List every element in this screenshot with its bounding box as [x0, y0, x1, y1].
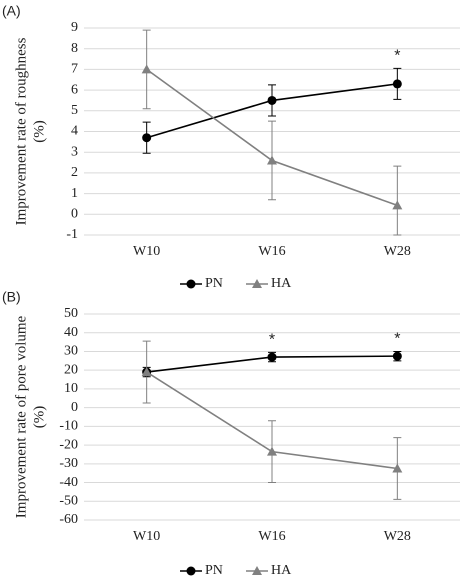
- y-tick-label: 10: [64, 381, 78, 396]
- y-tick-label: 20: [64, 362, 78, 377]
- y-tick-label: 1: [71, 186, 78, 201]
- y-tick-label: 4: [71, 124, 78, 139]
- x-tick-label: W28: [384, 529, 411, 544]
- y-tick-label: -10: [59, 419, 78, 434]
- x-tick-label: W28: [384, 244, 411, 259]
- y-axis-title: (%): [31, 120, 47, 143]
- x-tick-label: W16: [258, 244, 285, 259]
- y-tick-label: 2: [71, 165, 78, 180]
- annotation: *: [394, 48, 400, 65]
- y-tick-label: -30: [59, 456, 78, 471]
- point: [141, 367, 152, 377]
- point: [392, 79, 402, 89]
- point: [267, 352, 277, 362]
- y-tick-label: -60: [59, 512, 78, 527]
- legend-marker: [186, 566, 196, 576]
- legend-label: HA: [271, 276, 292, 291]
- point: [267, 446, 277, 456]
- y-tick-label: -1: [66, 227, 78, 242]
- legend-label: PN: [205, 563, 223, 578]
- y-tick-label: 6: [71, 82, 78, 97]
- y-axis-title: (%): [31, 406, 47, 429]
- point: [267, 95, 277, 105]
- point: [392, 200, 403, 210]
- y-tick-label: 50: [64, 306, 78, 321]
- panel-label: (A): [2, 3, 21, 19]
- x-tick-label: W10: [133, 529, 160, 544]
- annotation: *: [394, 331, 400, 348]
- legend-marker: [252, 566, 262, 575]
- y-tick-label: -50: [59, 493, 78, 508]
- point: [392, 463, 403, 473]
- y-tick-label: -40: [59, 475, 78, 490]
- y-tick-label: 7: [71, 62, 78, 77]
- x-tick-label: W10: [133, 244, 160, 259]
- point: [142, 133, 152, 143]
- y-axis-title: Improvement rate of pore volume: [13, 315, 29, 518]
- y-tick-label: 40: [64, 325, 78, 340]
- point: [267, 155, 277, 165]
- y-tick-label: 0: [71, 207, 78, 222]
- legend-label: HA: [271, 563, 292, 578]
- annotation: *: [269, 332, 275, 349]
- y-tick-label: 5: [71, 103, 78, 118]
- y-tick-label: 9: [71, 20, 78, 35]
- y-tick-label: 30: [64, 344, 78, 359]
- panel-label: (B): [2, 289, 21, 305]
- y-tick-label: 3: [71, 144, 78, 159]
- legend-marker: [252, 279, 262, 288]
- point: [392, 351, 402, 361]
- x-tick-label: W16: [258, 529, 285, 544]
- y-tick-label: 0: [71, 400, 78, 415]
- y-axis-title: Improvement rate of roughness: [13, 37, 29, 225]
- legend-marker: [186, 279, 196, 289]
- y-tick-label: 8: [71, 41, 78, 56]
- y-tick-label: -20: [59, 437, 78, 452]
- legend-label: PN: [205, 276, 223, 291]
- point: [141, 64, 152, 74]
